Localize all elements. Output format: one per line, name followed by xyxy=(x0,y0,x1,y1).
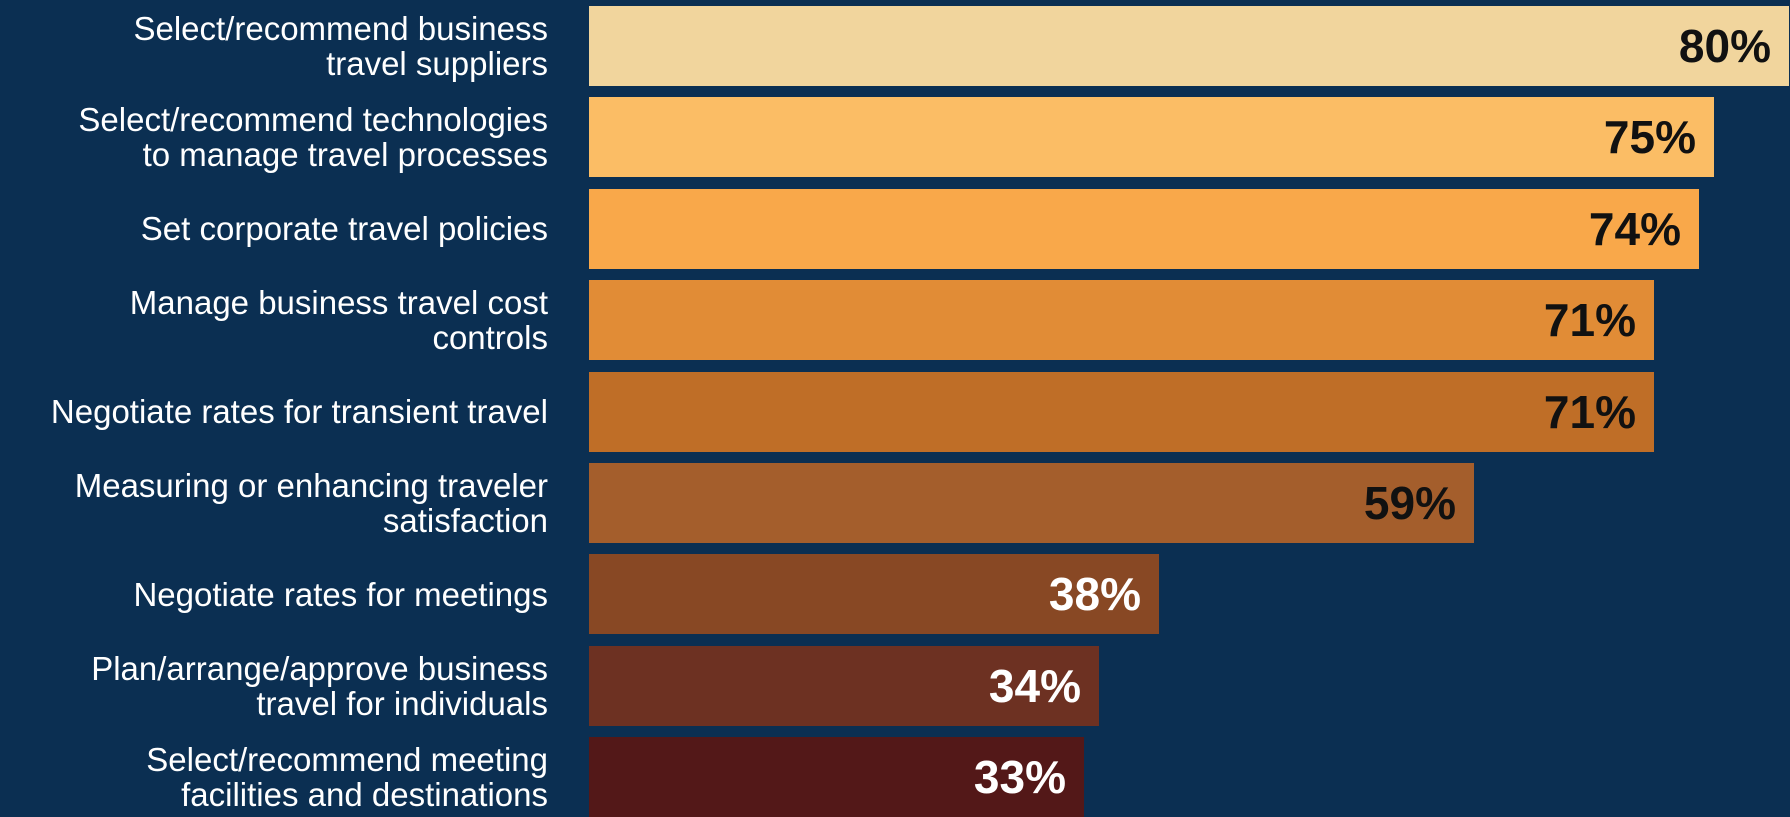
category-label-line: Negotiate rates for meetings xyxy=(133,575,548,613)
bar xyxy=(589,737,1084,817)
bar-value-label: 80% xyxy=(1678,20,1771,72)
bar xyxy=(589,6,1789,86)
category-label-line: Select/recommend meeting xyxy=(146,741,548,779)
category-label-line: facilities and destinations xyxy=(181,776,548,814)
bar xyxy=(589,554,1159,635)
category-label: Set corporate travel policies xyxy=(8,189,548,269)
category-label-line: Negotiate rates for transient travel xyxy=(50,393,548,431)
category-label-line: satisfaction xyxy=(382,502,548,539)
category-label-line: Measuring or enhancing traveler xyxy=(74,467,548,504)
bar-value-label: 34% xyxy=(988,659,1081,712)
bar xyxy=(589,97,1714,178)
category-label-line: Set corporate travel policies xyxy=(140,210,548,248)
category-label: Manage business travel cost controls xyxy=(8,280,548,360)
bar xyxy=(589,463,1474,543)
category-label: Select/recommend business travel supplier… xyxy=(8,6,548,86)
category-label-line: travel suppliers xyxy=(326,45,548,82)
category-label: Plan/arrange/approve business travel for … xyxy=(8,646,548,726)
category-label: Select/recommend meeting facilities and d… xyxy=(8,737,548,817)
category-label-line: Manage business travel cost xyxy=(129,284,548,322)
bar-value-label: 75% xyxy=(1603,111,1696,164)
bar xyxy=(589,280,1654,361)
category-label-line: controls xyxy=(432,319,548,357)
category-label: Measuring or enhancing traveler satisfact… xyxy=(8,463,548,543)
bar xyxy=(589,188,1699,269)
bar-value-label: 33% xyxy=(973,751,1066,804)
category-label-line: Select/recommend business xyxy=(133,10,548,47)
category-label-line: Plan/arrange/approve business xyxy=(91,649,548,687)
category-label-line: travel for individuals xyxy=(256,684,548,722)
category-label: Select/recommend technologies to manage t… xyxy=(8,97,548,177)
bar xyxy=(589,645,1099,726)
category-label-line: Select/recommend technologies xyxy=(78,101,548,139)
bar-value-label: 38% xyxy=(1048,568,1141,621)
bar-value-label: 71% xyxy=(1543,385,1636,438)
bar xyxy=(589,371,1654,452)
category-label: Negotiate rates for transient travel xyxy=(8,372,548,452)
category-label-line: to manage travel processes xyxy=(142,136,548,174)
category-label: Negotiate rates for meetings xyxy=(8,554,548,634)
bar-value-label: 59% xyxy=(1363,477,1456,529)
bar-value-label: 74% xyxy=(1588,202,1681,255)
bar-value-label: 71% xyxy=(1543,294,1636,347)
